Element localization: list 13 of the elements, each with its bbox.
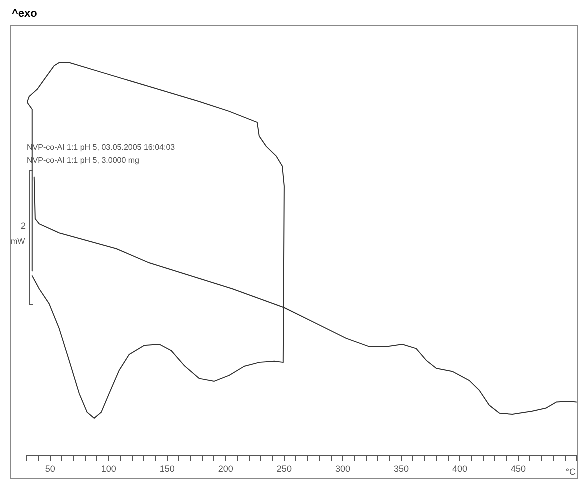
x-tick-label: 100 xyxy=(101,464,116,474)
text: 2 xyxy=(20,221,26,231)
x-tick-label: 150 xyxy=(160,464,175,474)
x-tick-label: 450 xyxy=(510,464,526,474)
x-tick-label: 350 xyxy=(394,464,409,474)
text: mW xyxy=(11,237,26,246)
chart-title: ^exo xyxy=(12,8,38,20)
x-tick-label: 50 xyxy=(45,464,56,474)
x-tick-label: 400 xyxy=(452,464,468,474)
x-tick-label: 250 xyxy=(276,464,292,474)
x-axis-title: °C xyxy=(566,467,576,478)
x-tick-label: 200 xyxy=(218,464,234,474)
x-tick-label: 300 xyxy=(335,464,350,474)
